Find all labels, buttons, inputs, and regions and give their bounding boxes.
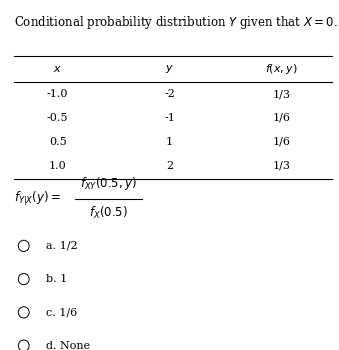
Text: 1/6: 1/6 (272, 137, 291, 147)
Text: b. 1: b. 1 (46, 274, 67, 284)
Text: -1.0: -1.0 (47, 89, 68, 99)
Text: 1/3: 1/3 (272, 161, 291, 170)
Text: -1: -1 (164, 113, 175, 123)
Text: a. 1/2: a. 1/2 (46, 241, 77, 251)
Text: $f(x, y)$: $f(x, y)$ (265, 62, 298, 76)
Text: -2: -2 (164, 89, 175, 99)
Text: d. None: d. None (46, 341, 90, 350)
Text: 1/6: 1/6 (272, 113, 291, 123)
Text: $x$: $x$ (53, 64, 62, 74)
Text: $f_X(0.5)$: $f_X(0.5)$ (89, 205, 128, 221)
Text: 2: 2 (166, 161, 173, 170)
Text: 0.5: 0.5 (49, 137, 66, 147)
Text: $f_{Y|X}(y) = $: $f_{Y|X}(y) = $ (14, 190, 61, 208)
Text: -0.5: -0.5 (47, 113, 68, 123)
Text: 1: 1 (166, 137, 173, 147)
Text: 1.0: 1.0 (49, 161, 66, 170)
Text: $f_{XY}(0.5, y)$: $f_{XY}(0.5, y)$ (80, 175, 137, 192)
Text: $y$: $y$ (165, 63, 174, 75)
Text: 1/3: 1/3 (272, 89, 291, 99)
Text: c. 1/6: c. 1/6 (46, 307, 77, 317)
Text: Conditional probability distribution $Y$ given that $X = 0.5$: Conditional probability distribution $Y$… (14, 14, 339, 31)
